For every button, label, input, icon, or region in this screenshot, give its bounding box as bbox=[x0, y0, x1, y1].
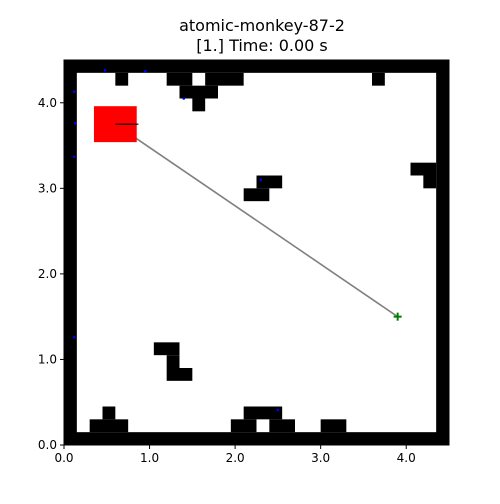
x-tick-label: 3.0 bbox=[311, 451, 330, 465]
y-tick-label: 3.0 bbox=[38, 181, 57, 195]
sensor-dot bbox=[73, 122, 77, 125]
obstacle-block bbox=[153, 342, 180, 356]
plot-frame bbox=[63, 59, 450, 446]
obstacle-block bbox=[64, 60, 77, 445]
obstacle-block bbox=[436, 60, 449, 445]
x-tick-label: 1.0 bbox=[140, 451, 159, 465]
obstacle-block bbox=[166, 72, 193, 86]
y-tick-label: 1.0 bbox=[38, 352, 57, 366]
obstacle-block bbox=[320, 419, 347, 433]
obstacle-block bbox=[166, 355, 180, 368]
obstacle-block bbox=[166, 368, 193, 381]
obstacle-block bbox=[423, 175, 437, 189]
obstacle-block bbox=[256, 175, 283, 189]
sensor-dot bbox=[72, 90, 76, 93]
sensor-dot bbox=[103, 68, 107, 72]
obstacle-block bbox=[243, 406, 283, 420]
obstacle-block bbox=[230, 419, 257, 433]
obstacle-block bbox=[115, 72, 129, 86]
x-tick-label: 4.0 bbox=[397, 451, 416, 465]
obstacle-block bbox=[102, 406, 116, 420]
sensor-dot-layer bbox=[72, 68, 280, 412]
sensor-dot bbox=[276, 408, 280, 412]
sensor-dot bbox=[143, 69, 147, 73]
obstacle-block bbox=[64, 432, 449, 445]
goal-layer bbox=[393, 312, 402, 321]
obstacle-block bbox=[192, 98, 206, 112]
obstacle-block bbox=[243, 188, 270, 202]
plot-title-line-1: atomic-monkey-87-2 bbox=[179, 16, 345, 35]
obstacle-layer bbox=[64, 60, 449, 445]
path-layer bbox=[114, 123, 399, 318]
planned-path-line bbox=[114, 123, 399, 318]
obstacle-block bbox=[64, 60, 449, 73]
x-axis: 0.0 1.0 2.0 3.0 4.0 bbox=[54, 445, 416, 465]
agent-layer bbox=[93, 106, 139, 143]
sensor-dot bbox=[182, 97, 186, 100]
y-tick-label: 0.0 bbox=[38, 438, 57, 452]
sensor-dot bbox=[72, 335, 76, 339]
y-axis: 0.0 1.0 2.0 3.0 4.0 bbox=[38, 96, 64, 452]
x-tick-label: 0.0 bbox=[54, 451, 73, 465]
y-tick-label: 2.0 bbox=[38, 267, 57, 281]
plot-title-line-2: [1.] Time: 0.00 s bbox=[196, 36, 328, 55]
sensor-dot bbox=[72, 155, 76, 158]
obstacle-block bbox=[372, 72, 385, 86]
obstacle-block bbox=[410, 162, 437, 176]
obstacle-block bbox=[205, 72, 244, 86]
x-tick-label: 2.0 bbox=[226, 451, 245, 465]
obstacle-block bbox=[269, 419, 295, 433]
sensor-dot bbox=[259, 178, 263, 182]
obstacle-block bbox=[179, 85, 218, 99]
obstacle-block bbox=[89, 419, 129, 433]
y-tick-label: 4.0 bbox=[38, 96, 57, 110]
